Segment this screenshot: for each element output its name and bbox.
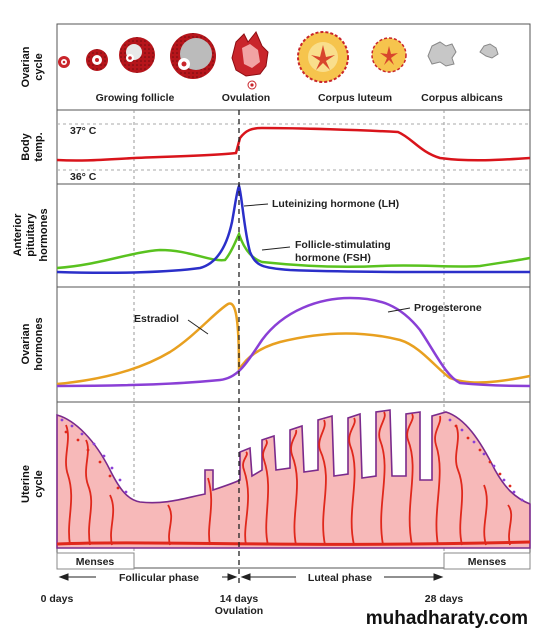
follicular-phase-label: Follicular phase <box>119 572 199 584</box>
row-label-ovarian-cycle-1: Ovarian <box>20 46 32 87</box>
lh-curve <box>56 182 530 275</box>
day-28-label: 28 days <box>425 593 464 605</box>
row-label-body-temp-1: Body <box>20 132 32 160</box>
row-label-body-temp: Body temp. <box>20 132 45 161</box>
menstrual-blood-drops <box>64 424 512 490</box>
day-0-label: 0 days <box>41 593 74 605</box>
follicle-stage-2-icon <box>86 49 108 71</box>
menses-box-right <box>443 552 531 570</box>
lh-pointer <box>243 203 269 207</box>
row-label-uterine-1: Uterine <box>20 465 32 503</box>
fsh-label-line2: hormone (FSH) <box>295 252 371 264</box>
row-label-ovarian-hormones: Ovarian hormones <box>20 317 45 370</box>
menses-label-left: Menses <box>76 556 115 568</box>
menses-box-left <box>56 552 135 570</box>
estradiol-pointer <box>187 319 209 335</box>
progesterone-label: Progesterone <box>414 302 482 314</box>
basal-vessel <box>56 540 531 546</box>
row-label-ovarian-hormones-2: hormones <box>33 317 45 370</box>
row-label-pituitary-3: hormones <box>38 208 50 261</box>
watermark: muhadharaty.com <box>366 608 528 629</box>
row-label-uterine-2: cycle <box>33 470 45 498</box>
temp-low-label: 36° C <box>70 171 97 183</box>
row-label-pituitary: Anterior pituitary hormones <box>12 208 50 261</box>
row-label-ovarian-cycle-2: cycle <box>33 53 45 81</box>
corpus-albicans-small-icon <box>479 43 499 59</box>
corpus-luteum-icon <box>297 31 349 83</box>
lh-label: Luteinizing hormone (LH) <box>272 198 399 210</box>
follicular-phase-arrow <box>58 573 238 581</box>
progesterone-curve <box>56 296 531 388</box>
temp-high-label: 37° C <box>70 125 97 137</box>
fsh-label-line1: Follicle-stimulating <box>295 239 391 251</box>
menstrual-shedding <box>60 418 524 502</box>
day-14-label: 14 days <box>220 593 259 605</box>
ovulation-day-label: Ovulation <box>215 605 263 617</box>
luteal-phase-label: Luteal phase <box>308 572 372 584</box>
fsh-pointer <box>261 246 291 251</box>
row-label-pituitary-2: pituitary <box>25 212 37 256</box>
fsh-curve <box>56 230 531 270</box>
label-growing-follicle: Growing follicle <box>96 92 175 104</box>
panel-frame <box>56 23 531 569</box>
row-label-uterine: Uterine cycle <box>20 465 45 503</box>
endometrium-lining <box>56 409 531 549</box>
row-label-ovarian-cycle: Ovarian cycle <box>20 46 45 87</box>
label-corpus-albicans: Corpus albicans <box>421 92 503 104</box>
spiral-arteries <box>65 411 513 546</box>
follicle-stage-4-icon <box>170 33 216 79</box>
corpus-albicans-icon <box>427 41 457 67</box>
label-corpus-luteum: Corpus luteum <box>318 92 392 104</box>
label-ovulation: Ovulation <box>222 92 270 104</box>
follicle-stage-3-icon <box>119 37 155 73</box>
body-temp-curve <box>56 126 531 162</box>
ovulation-icon <box>231 31 269 90</box>
row-label-ovarian-hormones-1: Ovarian <box>20 323 32 364</box>
row-label-pituitary-1: Anterior <box>12 213 24 257</box>
estradiol-curve <box>56 302 531 386</box>
menses-label-right: Menses <box>468 556 507 568</box>
luteal-phase-arrow <box>240 573 444 581</box>
estradiol-label: Estradiol <box>134 313 179 325</box>
follicle-stage-1-icon <box>58 56 70 68</box>
progesterone-pointer <box>387 307 411 313</box>
row-label-body-temp-2: temp. <box>33 132 45 161</box>
corpus-luteum-small-icon <box>371 37 407 73</box>
